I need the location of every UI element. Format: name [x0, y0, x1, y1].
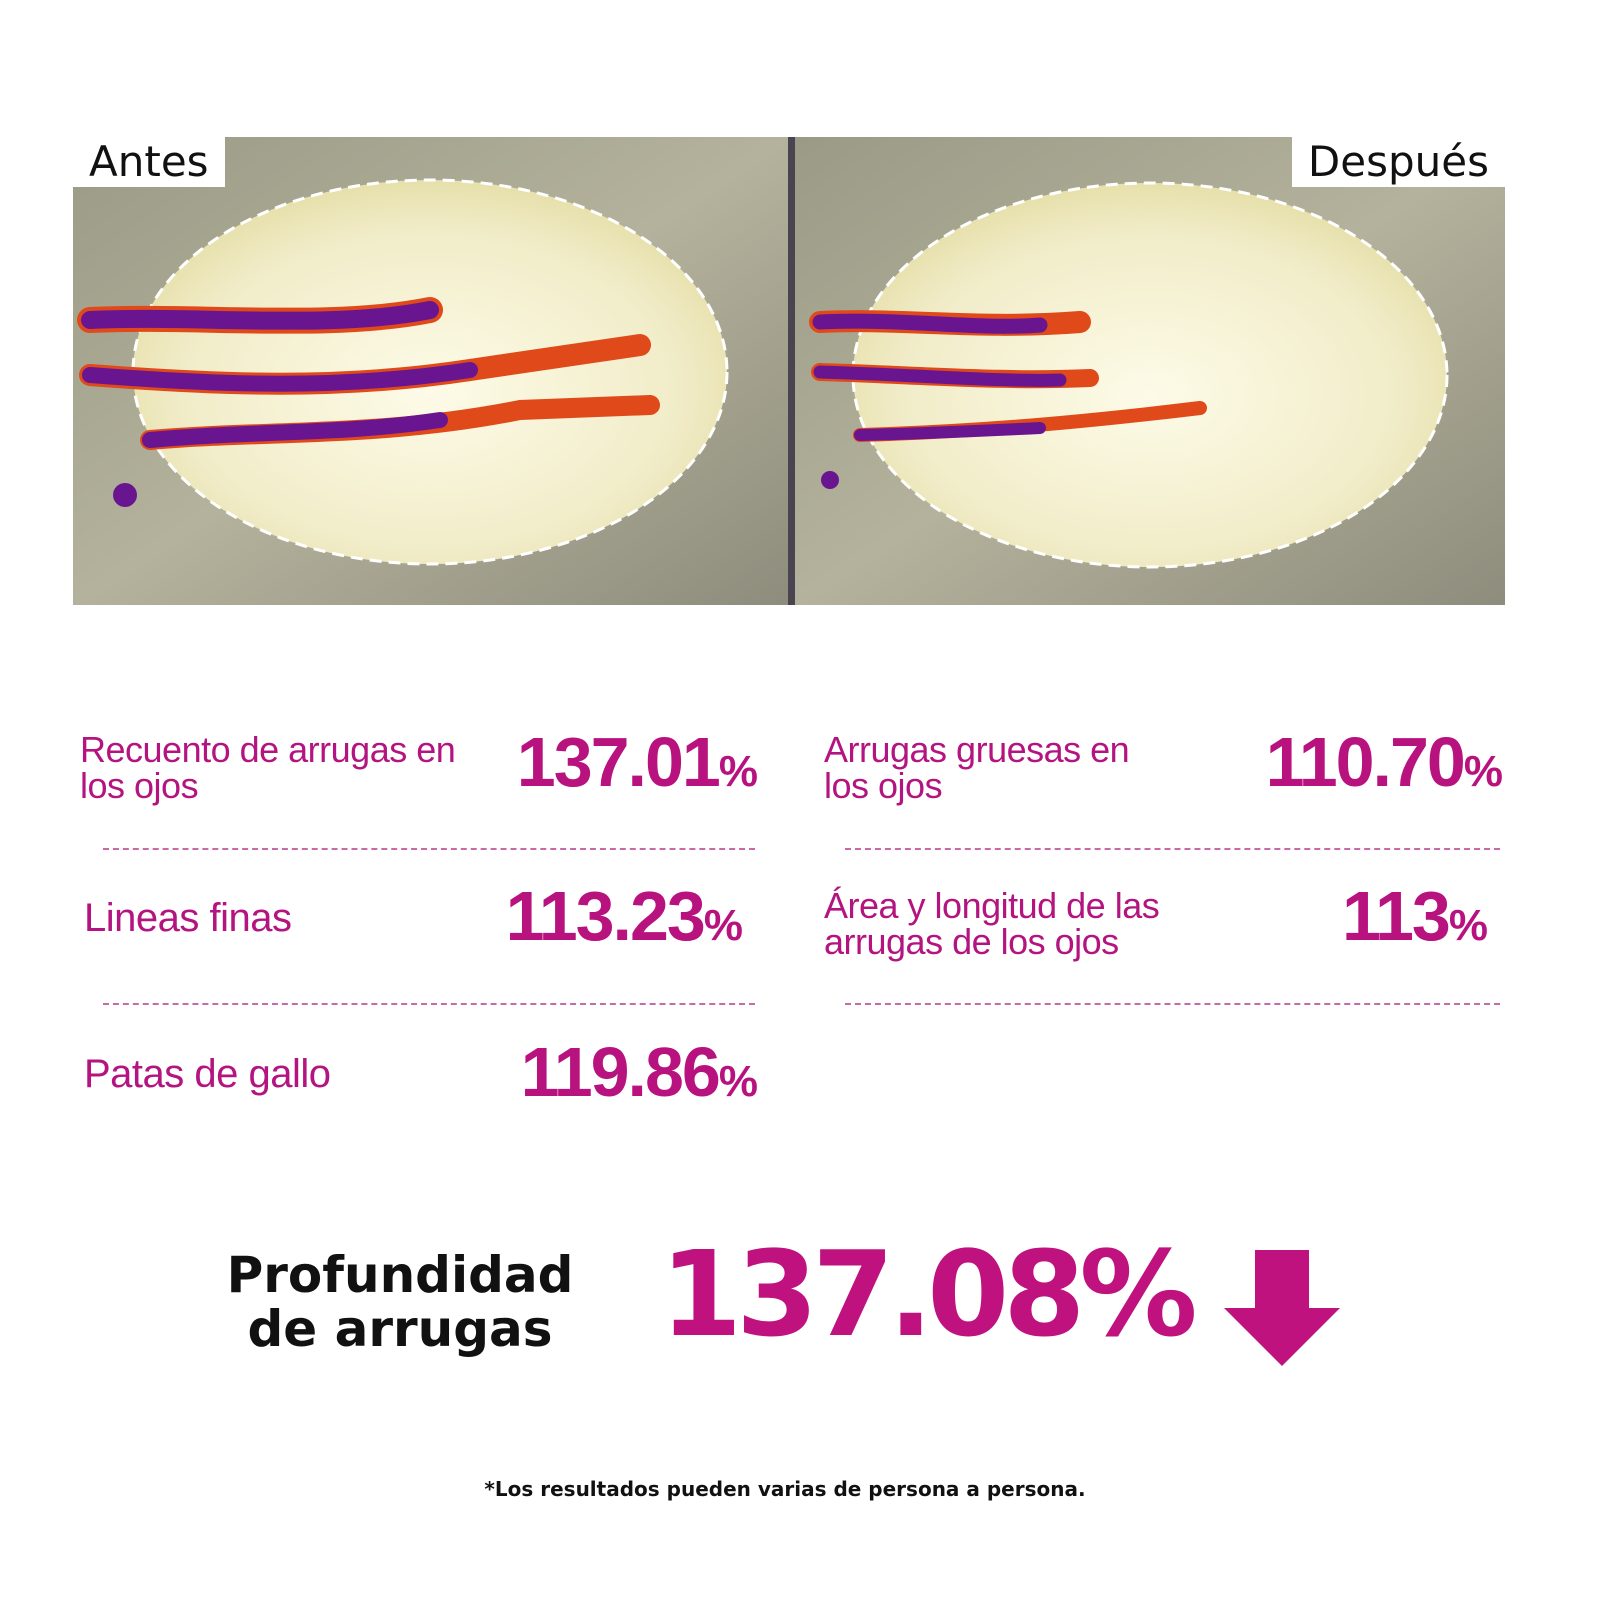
metric-unit: %: [718, 747, 758, 796]
metric-number: 113.23: [505, 877, 706, 955]
footnote: *Los resultados pueden varias de persona…: [484, 1477, 1086, 1501]
highlight-label: Profundidad de arrugas: [200, 1248, 600, 1356]
after-ellipse: [851, 181, 1449, 569]
separator: [103, 1003, 755, 1005]
metric-value: 113%: [1342, 876, 1488, 956]
highlight-line: de arrugas: [247, 1300, 553, 1358]
metric-label: Recuento de arrugas en los ojos: [80, 729, 456, 806]
down-arrow: [1224, 1250, 1340, 1366]
highlight-line: Profundidad: [226, 1246, 574, 1304]
metric-value: 137.01%: [517, 722, 758, 802]
metric-number: 119.86: [520, 1033, 721, 1111]
metric-number: 110.70: [1265, 723, 1466, 801]
separator: [103, 848, 755, 850]
separator: [845, 848, 1500, 850]
metric-unit: %: [718, 1057, 758, 1106]
metric-value: 110.70%: [1266, 722, 1503, 802]
after-label: Después: [1291, 137, 1505, 187]
metric-value: 119.86%: [521, 1032, 758, 1112]
after-wrinkles: [809, 310, 1207, 489]
metric-unit: %: [1448, 901, 1488, 950]
metric-value: 113.23%: [506, 876, 743, 956]
metric-number: 137.01: [516, 723, 721, 801]
metric-label: Arrugas gruesas en los ojos: [824, 729, 1130, 806]
metric-label: Área y longitud de las arrugas de los oj…: [824, 885, 1160, 962]
separator: [845, 1003, 1500, 1005]
before-label: Antes: [73, 137, 225, 187]
metric-number: 113: [1341, 877, 1451, 955]
metric-unit: %: [703, 901, 743, 950]
metric-label: Lineas finas: [84, 896, 292, 940]
before-wrinkles: [77, 297, 660, 507]
divider: [788, 137, 795, 605]
before-after-images: [73, 137, 1505, 605]
metric-label: Patas de gallo: [84, 1052, 331, 1096]
metric-unit: %: [1463, 747, 1503, 796]
highlight-value: 137.08%: [660, 1225, 1198, 1363]
